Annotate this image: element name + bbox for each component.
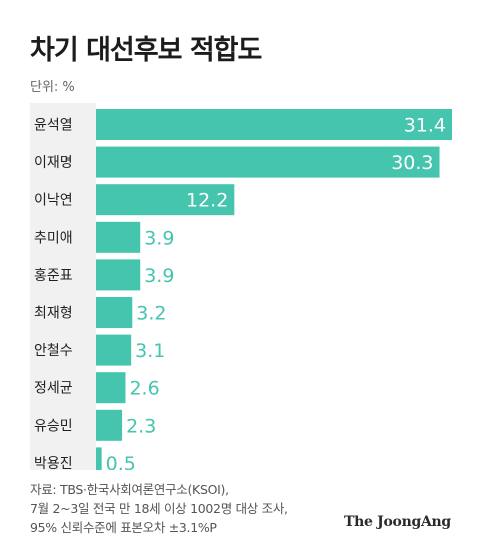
category-label: 안철수 (34, 343, 73, 359)
category-label: 이낙연 (34, 193, 73, 209)
unit-label: 단위: % (30, 80, 75, 95)
bar (96, 184, 235, 216)
bar (96, 259, 141, 291)
category-label: 박용진 (34, 456, 73, 470)
value-label: 3.9 (144, 227, 174, 249)
value-label: 2.3 (126, 415, 156, 437)
source-line-3: 95% 신뢰수준에 표본오차 ±3.1%P (30, 520, 217, 535)
bar (96, 297, 133, 328)
source-line-2: 7월 2~3일 전국 만 18세 이상 1002명 대상 조사, (30, 501, 288, 516)
bar (96, 221, 141, 253)
bar (96, 372, 126, 404)
bar (96, 334, 132, 366)
source-note: 자료: TBS·한국사회여론연구소(KSOI), 7월 2~3일 전국 만 18… (30, 480, 288, 537)
value-label: 3.9 (144, 265, 174, 287)
value-label: 3.2 (136, 303, 166, 325)
bar-chart: 윤석열 31.4 이재명 30.3 이낙연 12.2 추미애 3.9 홍준표 3.9 최재형 3.2 안… (30, 103, 452, 470)
value-label: 0.5 (106, 453, 136, 470)
category-label: 윤석열 (34, 118, 73, 134)
bar (96, 146, 440, 178)
category-label: 유승민 (34, 418, 73, 434)
bar (96, 109, 452, 140)
category-label: 홍준표 (34, 268, 73, 284)
value-label: 31.4 (404, 115, 446, 137)
category-label: 추미애 (34, 230, 73, 246)
chart-title: 차기 대선후보 적합도 (30, 35, 262, 66)
value-label: 2.6 (129, 378, 159, 400)
value-label: 30.3 (391, 152, 433, 174)
source-line-1: 자료: TBS·한국사회여론연구소(KSOI), (30, 482, 229, 497)
category-label-column (30, 103, 96, 470)
publisher-logo: The JoongAng (344, 514, 451, 530)
category-label: 정세균 (34, 381, 73, 397)
bar (96, 447, 102, 470)
category-label: 이재명 (34, 155, 73, 171)
category-label: 최재형 (34, 306, 73, 322)
bar (96, 409, 123, 441)
value-label: 3.1 (135, 340, 165, 362)
value-label: 12.2 (186, 190, 228, 212)
